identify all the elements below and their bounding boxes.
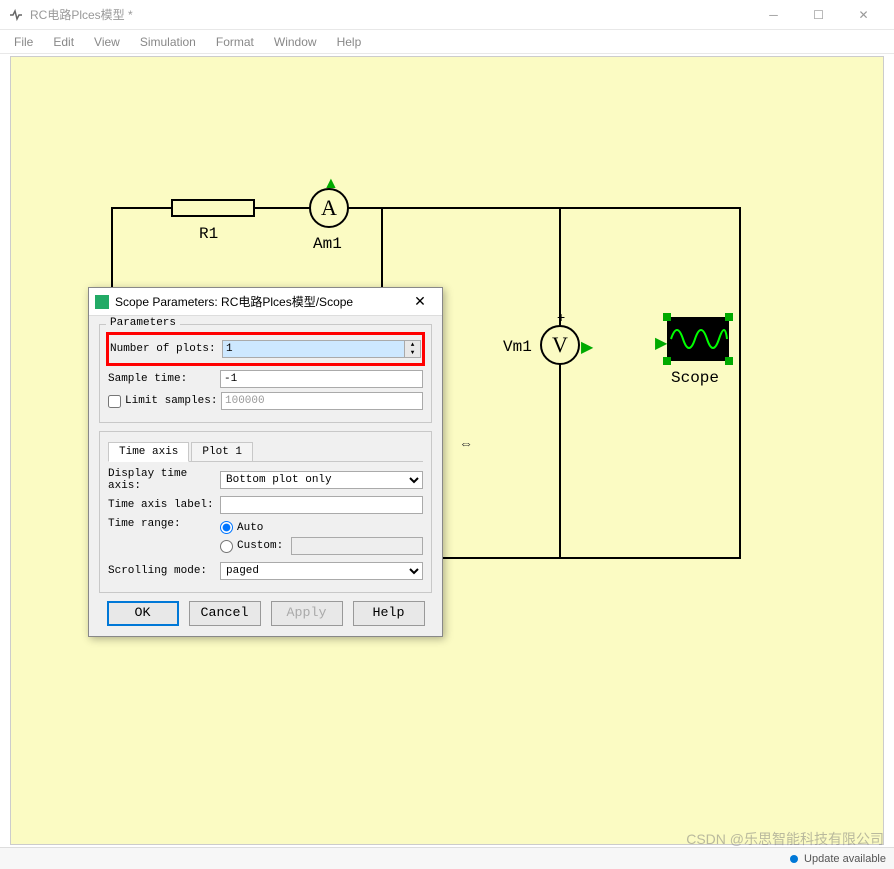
- sampletime-label: Sample time:: [108, 373, 220, 385]
- dialog-icon: [95, 295, 109, 309]
- menu-file[interactable]: File: [4, 33, 43, 51]
- minimize-button[interactable]: ─: [751, 0, 796, 30]
- ammeter[interactable]: A: [309, 188, 349, 228]
- dialog-buttons: OK Cancel Apply Help: [99, 601, 432, 626]
- am1-label: Am1: [313, 235, 342, 253]
- time-range-label: Time range:: [108, 518, 220, 530]
- statusbar: Update available: [0, 847, 894, 869]
- maximize-button[interactable]: ☐: [796, 0, 841, 30]
- dialog-titlebar[interactable]: Scope Parameters: RC电路Plces模型/Scope ✕: [89, 288, 442, 316]
- group-legend: Parameters: [106, 317, 180, 329]
- menu-view[interactable]: View: [84, 33, 130, 51]
- selection-handle[interactable]: [663, 313, 671, 321]
- selection-handle[interactable]: [663, 357, 671, 365]
- plus-icon: +: [557, 309, 565, 325]
- voltmeter-port-icon: ▶: [581, 337, 593, 357]
- range-custom-input[interactable]: [291, 537, 423, 555]
- numplots-label: Number of plots:: [110, 343, 222, 355]
- scroll-mode-label: Scrolling mode:: [108, 565, 220, 577]
- limit-label: Limit samples:: [125, 395, 221, 407]
- limit-input[interactable]: [221, 392, 423, 410]
- axis-label-label: Time axis label:: [108, 499, 220, 511]
- help-button[interactable]: Help: [353, 601, 425, 626]
- dialog-title: Scope Parameters: RC电路Plces模型/Scope: [115, 293, 404, 310]
- r1-label: R1: [199, 225, 218, 243]
- selection-handle[interactable]: [725, 357, 733, 365]
- range-auto-radio[interactable]: [220, 521, 233, 534]
- wire: [559, 207, 561, 557]
- sampletime-input[interactable]: [220, 370, 423, 388]
- menubar: File Edit View Simulation Format Window …: [0, 30, 894, 54]
- menu-window[interactable]: Window: [264, 33, 327, 51]
- scroll-mode-select[interactable]: paged: [220, 562, 423, 580]
- tab-plot-1[interactable]: Plot 1: [191, 442, 253, 462]
- menu-edit[interactable]: Edit: [43, 33, 84, 51]
- tab-time-axis[interactable]: Time axis: [108, 442, 189, 462]
- menu-simulation[interactable]: Simulation: [130, 33, 206, 51]
- status-dot-icon: [790, 855, 798, 863]
- titlebar: RC电路Plces模型 * ─ ☐ ✕: [0, 0, 894, 30]
- numplots-input[interactable]: [222, 340, 405, 358]
- scope-port-icon: ▶: [655, 333, 667, 353]
- vm1-label: Vm1: [503, 338, 532, 356]
- highlight-annotation: Number of plots: ▲▼: [106, 332, 425, 366]
- ammeter-port-icon: ▲: [323, 175, 339, 193]
- update-available-label[interactable]: Update available: [804, 853, 886, 865]
- wire: [739, 207, 741, 557]
- tabs-group: Time axis Plot 1 Display time axis: Bott…: [99, 431, 432, 593]
- parameters-group: Parameters Number of plots: ▲▼ Sample ti…: [99, 324, 432, 423]
- cancel-button[interactable]: Cancel: [189, 601, 261, 626]
- tabstrip: Time axis Plot 1: [108, 442, 423, 462]
- scope-parameters-dialog: Scope Parameters: RC电路Plces模型/Scope ✕ Pa…: [88, 287, 443, 637]
- range-custom-label: Custom:: [237, 540, 283, 552]
- resistor-r1[interactable]: [171, 199, 255, 217]
- app-icon: [8, 7, 24, 23]
- scope-label: Scope: [671, 369, 719, 387]
- range-auto-label: Auto: [237, 522, 263, 534]
- ok-button[interactable]: OK: [107, 601, 179, 626]
- display-axis-select[interactable]: Bottom plot only: [220, 471, 423, 489]
- watermark: CSDN @乐思智能科技有限公司: [686, 829, 884, 849]
- window-title: RC电路Plces模型 *: [30, 6, 751, 23]
- range-custom-radio[interactable]: [220, 540, 233, 553]
- scope-block[interactable]: [667, 317, 729, 361]
- numplots-spinner[interactable]: ▲▼: [405, 340, 421, 358]
- axis-label-input[interactable]: [220, 496, 423, 514]
- apply-button[interactable]: Apply: [271, 601, 343, 626]
- close-button[interactable]: ✕: [841, 0, 886, 30]
- limit-checkbox[interactable]: [108, 395, 121, 408]
- menu-format[interactable]: Format: [206, 33, 264, 51]
- selection-handle[interactable]: [725, 313, 733, 321]
- resize-cursor-icon: ⇔: [459, 435, 473, 451]
- voltmeter[interactable]: V: [540, 325, 580, 365]
- display-axis-label: Display time axis:: [108, 468, 220, 492]
- dialog-close-button[interactable]: ✕: [404, 293, 436, 310]
- menu-help[interactable]: Help: [327, 33, 372, 51]
